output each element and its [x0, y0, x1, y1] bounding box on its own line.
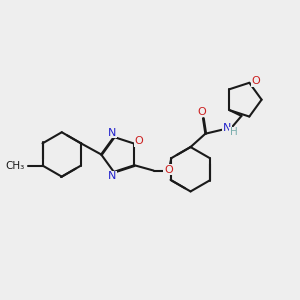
Text: H: H — [230, 127, 237, 137]
Text: N: N — [108, 171, 116, 181]
Text: O: O — [164, 165, 173, 175]
Text: O: O — [251, 76, 260, 86]
Text: CH₃: CH₃ — [5, 160, 25, 170]
Text: O: O — [197, 107, 206, 117]
Text: O: O — [134, 136, 143, 146]
Text: N: N — [223, 123, 231, 133]
Text: N: N — [108, 128, 116, 137]
